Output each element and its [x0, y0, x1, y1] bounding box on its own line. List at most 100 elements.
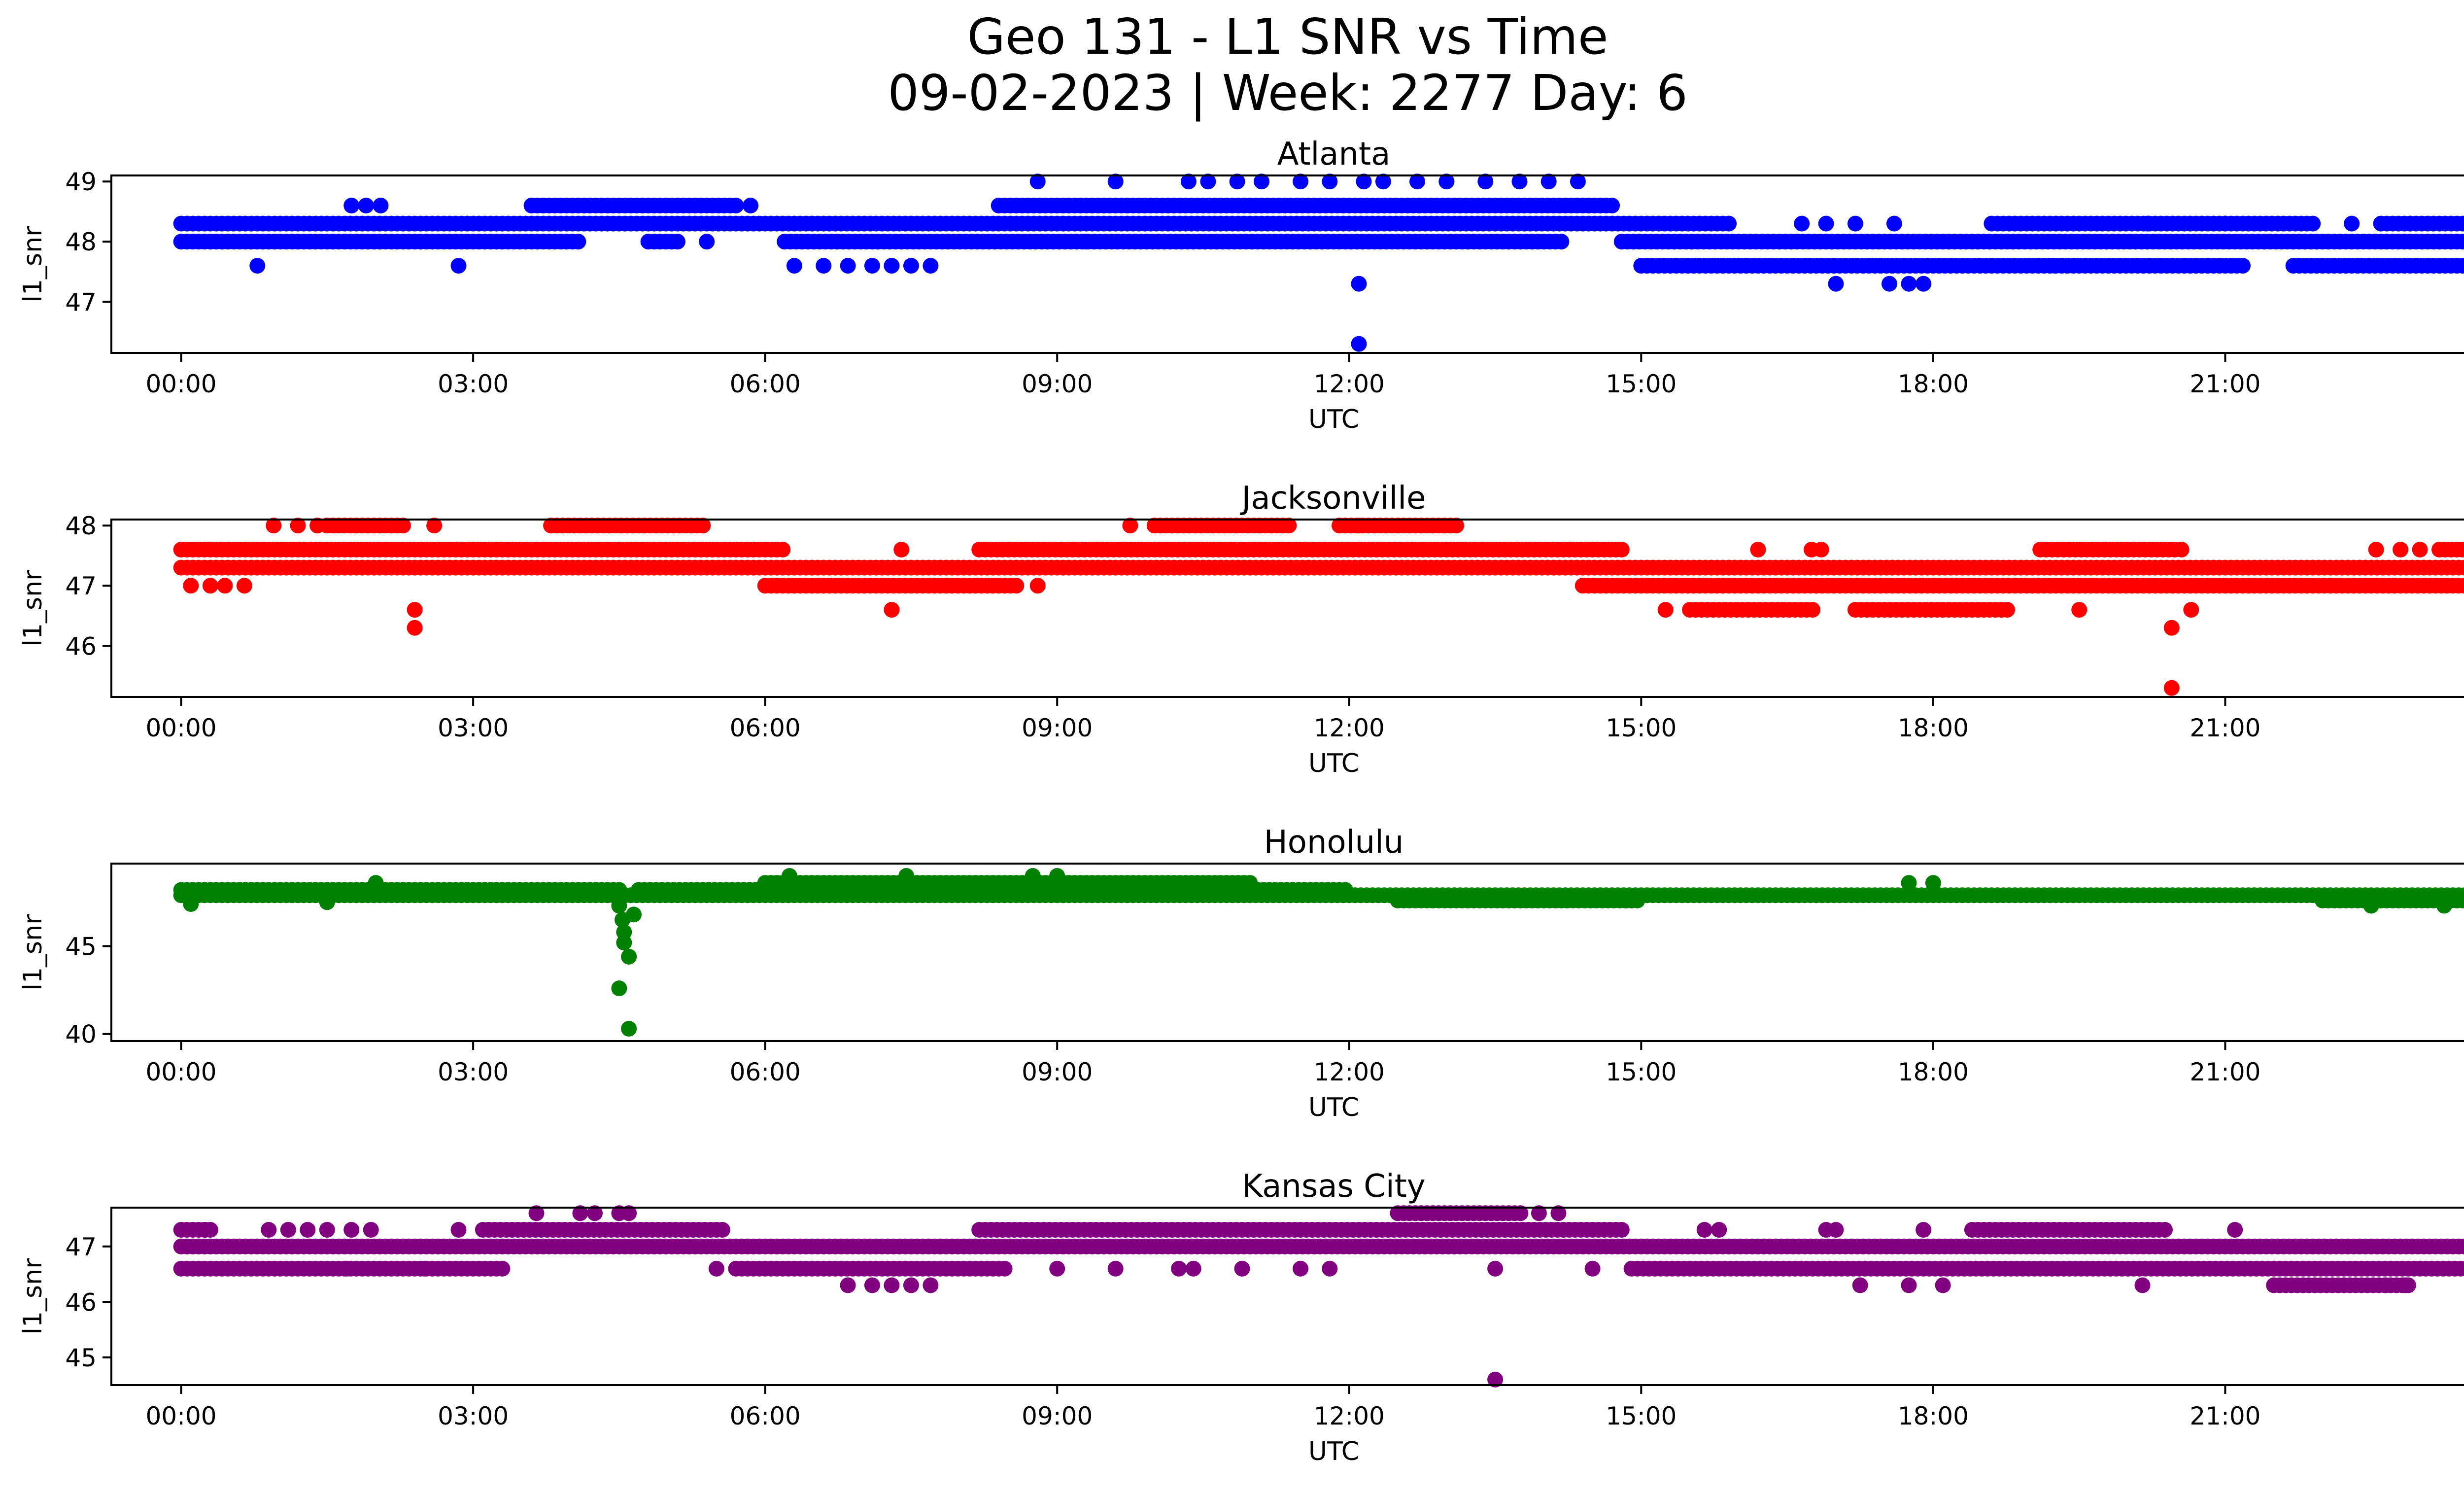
data-point [2134, 1277, 2151, 1293]
data-point [1794, 215, 1810, 232]
x-tick-label: 12:00 [1314, 370, 1385, 398]
x-tick-label: 03:00 [438, 714, 509, 742]
data-point [1049, 868, 1065, 884]
data-point [1901, 1277, 1917, 1293]
data-point [1584, 1260, 1601, 1277]
data-point [1613, 542, 1630, 557]
data-point [621, 948, 637, 965]
x-tick-label: 09:00 [1022, 1402, 1093, 1430]
data-point [1696, 1222, 1712, 1238]
subplot-kansas-city: Kansas City 00:00 03:00 06:00 09:00 12:00 15:0… [18, 1168, 2464, 1466]
data-point [1570, 174, 1586, 190]
data-point [2163, 620, 2180, 636]
data-point [426, 518, 443, 534]
data-point [217, 578, 233, 594]
x-tick-label: 00:00 [146, 1058, 217, 1086]
subplot-jacksonville: Jacksonville 00:00 03:00 06:00 09:00 12:00 15:… [18, 480, 2464, 778]
data-point [2071, 602, 2088, 618]
data-point [1234, 1260, 1250, 1277]
data-point [319, 1222, 335, 1238]
data-point [2402, 215, 2418, 232]
data-point [893, 542, 910, 557]
data-point [1078, 234, 1095, 250]
x-tick-label: 18:00 [1898, 370, 1969, 398]
data-point [2463, 581, 2464, 591]
data-points [173, 868, 2464, 1037]
data-point [2363, 898, 2379, 914]
subplot-title: Kansas City [1242, 1168, 1425, 1205]
data-point [309, 518, 326, 534]
data-point [202, 578, 218, 594]
data-point [1750, 542, 1766, 557]
data-point [1604, 198, 1620, 213]
data-point [1613, 1222, 1630, 1238]
data-point [923, 1277, 939, 1293]
data-point [1107, 174, 1124, 190]
y-tick-label: 47 [65, 288, 97, 316]
subplot-title: Jacksonville [1240, 480, 1426, 517]
x-tick-label: 06:00 [730, 370, 801, 398]
data-point [1711, 1222, 1727, 1238]
data-point [1847, 215, 1863, 232]
data-point [1916, 276, 1932, 292]
data-point [1229, 174, 1245, 190]
data-point [1886, 215, 1902, 232]
data-point [587, 1205, 603, 1221]
data-point [1242, 875, 1258, 891]
data-point [2227, 1222, 2243, 1238]
data-point [2412, 542, 2428, 557]
x-tick-label: 09:00 [1022, 714, 1093, 742]
data-point [407, 602, 423, 618]
data-point [2344, 215, 2360, 232]
data-point [2393, 542, 2408, 557]
data-point [368, 875, 384, 891]
data-point [1185, 1260, 1201, 1277]
data-point [1882, 276, 1897, 292]
data-point [1122, 518, 1138, 534]
data-point [816, 258, 832, 274]
data-point [450, 258, 467, 274]
figure-title-line-2: 09-02-2023 | Week: 2277 Day: 6 [888, 64, 1688, 122]
x-tick-label: 03:00 [438, 1058, 509, 1086]
x-tick-label: 21:00 [2190, 1058, 2260, 1086]
data-point [2397, 1277, 2413, 1293]
data-points [173, 174, 2464, 352]
y-tick-label: 47 [65, 1233, 97, 1261]
data-point [183, 896, 199, 912]
x-tick-label: 06:00 [730, 1058, 801, 1086]
data-point [450, 1222, 467, 1238]
y-tick-label: 46 [65, 1288, 97, 1317]
data-point [183, 578, 199, 594]
data-point [261, 1222, 277, 1238]
x-tick-label: 09:00 [1022, 370, 1093, 398]
data-point [1254, 174, 1269, 190]
x-tick-label: 15:00 [1606, 714, 1677, 742]
data-point [2457, 1238, 2464, 1254]
data-point [2139, 215, 2156, 232]
data-point [714, 1222, 730, 1238]
x-tick-label: 00:00 [146, 370, 217, 398]
data-point [416, 1260, 433, 1277]
data-point [1322, 174, 1338, 190]
data-point [395, 518, 411, 534]
data-point [407, 620, 423, 636]
axes-frame [110, 519, 2464, 698]
data-point [1293, 1260, 1308, 1277]
data-point [1351, 336, 1367, 352]
data-point [611, 898, 627, 914]
data-point [2378, 1277, 2394, 1293]
x-tick-label: 18:00 [1898, 714, 1969, 742]
y-tick-label: 47 [65, 572, 97, 600]
data-point [2436, 898, 2452, 914]
data-point [266, 518, 282, 534]
data-point [1281, 518, 1297, 534]
data-point [1375, 174, 1391, 190]
data-point [319, 894, 335, 910]
data-point [1721, 215, 1737, 232]
subplot-title: Atlanta [1277, 136, 1391, 173]
data-point [1322, 1260, 1338, 1277]
x-tick-label: 15:00 [1606, 1058, 1677, 1086]
data-point [197, 1222, 213, 1238]
data-point [1409, 174, 1425, 190]
